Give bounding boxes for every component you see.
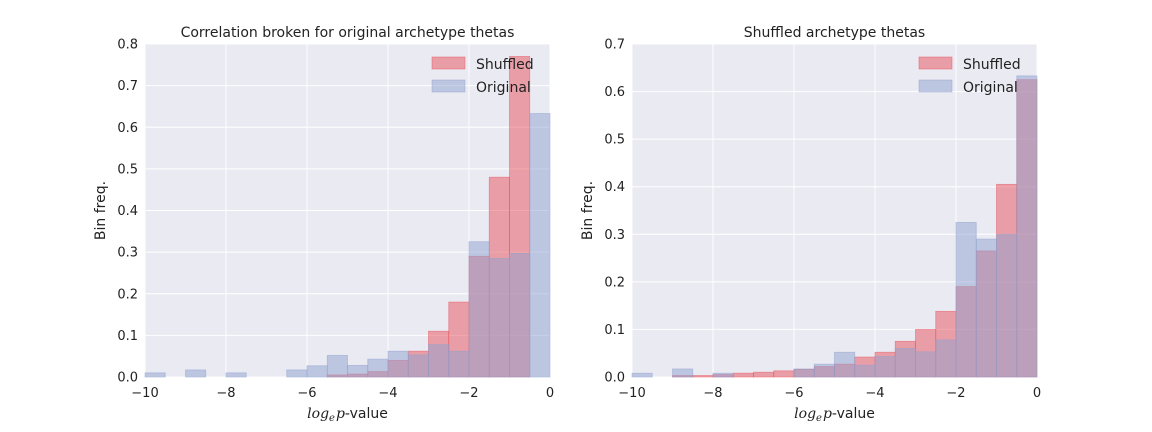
x-label-suffix: -value <box>832 406 875 422</box>
x-tick-label: −4 <box>378 386 397 401</box>
bar-original <box>367 358 389 378</box>
y-tick-label: 0.4 <box>604 180 625 195</box>
y-tick-label: 0.5 <box>117 162 138 177</box>
bar-original <box>631 372 653 378</box>
legend-swatch-shuffled <box>431 56 466 70</box>
x-tick-label: −8 <box>216 386 235 401</box>
x-label-log: log <box>307 406 329 422</box>
bar-original <box>955 221 977 378</box>
bar-original <box>793 368 815 378</box>
bar-original <box>387 350 409 378</box>
bar-original <box>286 369 308 378</box>
legend-label-original: Original <box>963 80 1018 96</box>
y-tick-label: 0.2 <box>117 287 138 302</box>
bar-original <box>1016 75 1038 378</box>
x-axis-label: logep-value <box>307 406 388 424</box>
y-tick-label: 0.2 <box>604 275 625 290</box>
x-tick-label: −6 <box>784 386 803 401</box>
bar-shuffled <box>753 371 775 378</box>
bar-original <box>813 363 835 378</box>
x-label-suffix: -value <box>345 406 388 422</box>
bar-original <box>428 344 450 378</box>
bar-original <box>144 372 166 378</box>
x-tick-label: −8 <box>703 386 722 401</box>
bar-original <box>854 364 876 378</box>
bar-original <box>448 350 470 378</box>
legend-swatch-original <box>918 79 953 93</box>
bar-original <box>347 364 369 378</box>
y-tick-label: 0.7 <box>604 38 625 53</box>
y-axis-label: Bin freq. <box>580 181 596 240</box>
legend-label-original: Original <box>476 80 531 96</box>
x-tick-label: −6 <box>297 386 316 401</box>
series-original <box>144 113 551 378</box>
y-tick-label: 0.0 <box>117 371 138 386</box>
bar-original <box>672 368 694 378</box>
x-tick-label: −4 <box>865 386 884 401</box>
x-label-subscript: e <box>329 413 335 424</box>
y-tick-label: 0.7 <box>117 79 138 94</box>
series-original <box>631 75 1038 378</box>
x-label-variable: p <box>336 406 345 422</box>
x-tick-label: −2 <box>946 386 965 401</box>
bar-shuffled <box>732 372 754 378</box>
y-axis-label: Bin freq. <box>93 181 109 240</box>
bar-original <box>488 257 510 378</box>
bar-original <box>326 354 348 378</box>
legend: Shuffled Original <box>918 56 1021 96</box>
x-tick-label: −10 <box>131 386 158 401</box>
y-tick-label: 0.3 <box>117 246 138 261</box>
x-tick-label: 0 <box>546 386 554 401</box>
chart-title: Shuffled archetype thetas <box>744 25 925 41</box>
bar-original <box>834 351 856 378</box>
chart-title: Correlation broken for original archetyp… <box>181 25 515 41</box>
legend-label-shuffled: Shuffled <box>963 57 1021 73</box>
chart-1: −10 −8 −6 −4 −2 0 0.0 0.1 0.2 0.3 0.4 0.5 0.6 0.7 0.8 C… <box>93 25 554 424</box>
bar-original <box>915 351 937 378</box>
y-tick-label: 0.6 <box>604 85 625 100</box>
y-tick-label: 0.1 <box>117 329 138 344</box>
bar-original <box>894 348 916 378</box>
bar-original <box>874 356 896 378</box>
x-label-subscript: e <box>816 413 822 424</box>
bar-original <box>407 354 429 378</box>
bar-original <box>975 238 997 378</box>
y-tick-label: 0.5 <box>604 133 625 148</box>
x-tick-label: 0 <box>1033 386 1041 401</box>
bar-shuffled <box>773 370 795 378</box>
bar-original <box>509 252 531 378</box>
x-tick-label: −10 <box>618 386 645 401</box>
x-label-variable: p <box>823 406 832 422</box>
y-tick-label: 0.1 <box>604 323 625 338</box>
y-tick-label: 0.4 <box>117 204 138 219</box>
bar-original <box>712 372 734 378</box>
legend-swatch-original <box>431 79 466 93</box>
bar-original <box>185 369 207 378</box>
bar-original <box>306 365 328 378</box>
x-label-log: log <box>794 406 816 422</box>
y-tick-label: 0.6 <box>117 121 138 136</box>
bar-original <box>468 241 490 378</box>
legend-swatch-shuffled <box>918 56 953 70</box>
bar-original <box>225 372 247 378</box>
bar-original <box>529 113 551 378</box>
bar-shuffled <box>692 375 714 378</box>
x-tick-label: −2 <box>459 386 478 401</box>
y-tick-label: 0.0 <box>604 371 625 386</box>
legend: Shuffled Original <box>431 56 534 96</box>
bar-original <box>935 339 957 378</box>
bar-original <box>996 233 1018 378</box>
y-tick-label: 0.3 <box>604 228 625 243</box>
x-axis-label: logep-value <box>794 406 875 424</box>
legend-label-shuffled: Shuffled <box>476 57 534 73</box>
y-tick-label: 0.8 <box>117 38 138 53</box>
chart-2: −10 −8 −6 −4 −2 0 0.0 0.1 0.2 0.3 0.4 0.5 0.6 0.7 Shuf… <box>580 25 1041 424</box>
